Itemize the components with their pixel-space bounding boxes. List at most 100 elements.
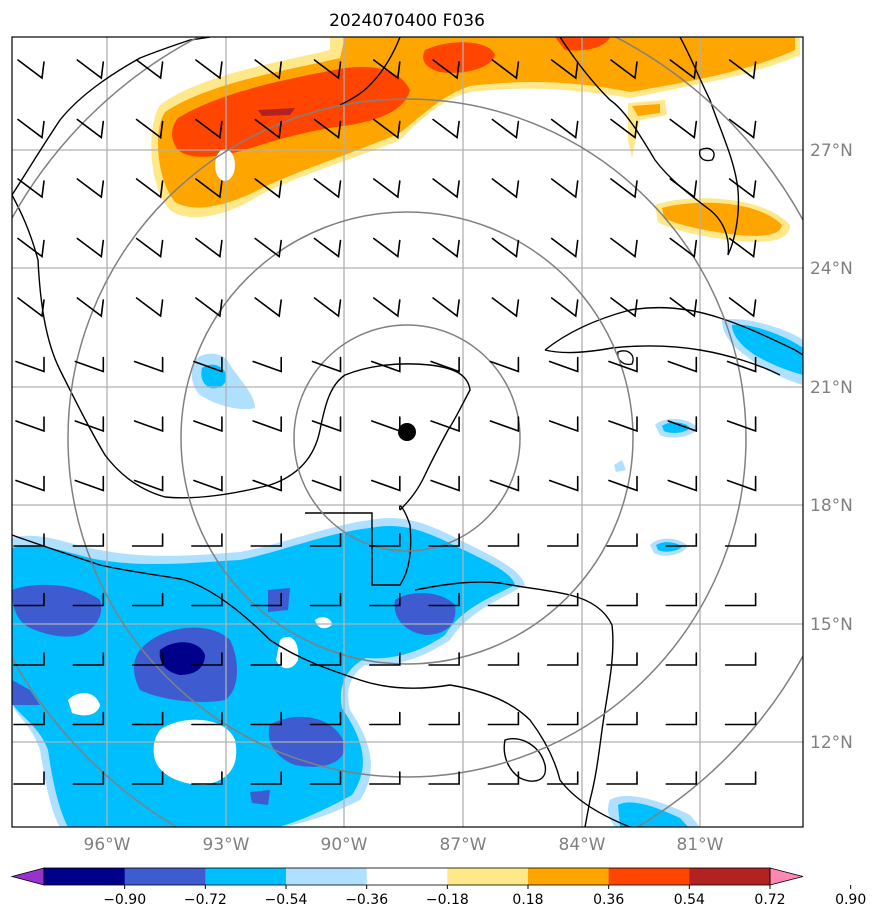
wind-barb <box>606 771 638 785</box>
wind-barb <box>17 297 45 318</box>
wind-barb <box>135 59 164 80</box>
wind-barb <box>669 237 698 258</box>
colorbar-tick-label: −0.72 <box>184 892 227 908</box>
wind-barb <box>608 356 638 373</box>
wind-barb <box>191 711 223 726</box>
colorbar-tick-label: 0.36 <box>593 892 624 908</box>
wind-barb <box>72 533 105 547</box>
wind-barb <box>195 237 223 258</box>
wind-barb <box>313 59 342 80</box>
colorbar-tick-label: −0.36 <box>345 892 388 908</box>
wind-barbs <box>13 59 757 785</box>
wind-barb <box>428 771 460 785</box>
colorbar-outline <box>43 867 771 886</box>
wind-barb <box>432 118 460 139</box>
wind-barb <box>487 652 520 666</box>
wind-barb <box>491 237 520 258</box>
range-rings <box>12 37 803 827</box>
colorbar-extend-high <box>769 867 804 886</box>
wind-barb <box>131 711 164 726</box>
wind-barb <box>726 356 757 373</box>
colorbar-bin <box>124 868 206 885</box>
wind-barb <box>491 297 520 318</box>
wind-barb <box>193 356 223 373</box>
colorbar-bin <box>286 868 368 885</box>
colorbar-bin <box>528 868 610 885</box>
wind-barb <box>131 592 164 607</box>
wind-barb <box>17 237 45 258</box>
wind-barb <box>72 652 105 666</box>
wind-barb <box>254 178 282 199</box>
wind-barb <box>13 533 45 547</box>
wind-barb <box>309 652 342 666</box>
wind-barb <box>17 59 45 80</box>
wind-barb <box>610 178 638 199</box>
wind-barb <box>665 533 698 547</box>
colorbar-extend-low <box>10 867 45 886</box>
wind-barb <box>313 178 342 199</box>
wind-barb <box>430 475 460 492</box>
wind-barb <box>254 237 282 258</box>
wind-barb <box>428 592 460 607</box>
wind-barb <box>74 475 105 492</box>
wind-barb <box>74 416 105 433</box>
wind-barb <box>432 178 460 199</box>
wind-barb <box>669 178 698 199</box>
wind-barb <box>309 711 342 726</box>
wind-barb <box>489 356 520 373</box>
figure-title: 2024070400 F036 <box>329 11 485 31</box>
wind-barb <box>550 297 579 318</box>
wind-barb <box>133 416 164 433</box>
wind-barb <box>131 652 164 666</box>
wind-barb <box>195 59 223 80</box>
wind-barb <box>76 297 105 318</box>
wind-barb <box>76 237 105 258</box>
wind-barb <box>135 178 164 199</box>
wind-barb <box>72 711 105 726</box>
wind-barb <box>369 533 401 547</box>
wind-barb <box>15 416 45 433</box>
colorbar-bin <box>689 868 771 885</box>
wind-barb <box>131 771 164 785</box>
lon-label: 96°W <box>84 835 131 855</box>
wind-barb <box>309 771 342 785</box>
lon-label: 93°W <box>203 835 250 855</box>
colorbar-tick-label: −0.18 <box>426 892 469 908</box>
wind-barb <box>491 118 520 139</box>
wind-barb <box>309 533 342 547</box>
wind-barb <box>250 711 282 726</box>
wind-barb <box>724 771 757 785</box>
wind-barb <box>252 475 282 492</box>
wind-barb <box>726 416 757 433</box>
wind-barb <box>72 592 105 607</box>
wind-barb <box>369 771 401 785</box>
wind-barb <box>191 592 223 607</box>
wind-barb <box>135 237 164 258</box>
wind-barb <box>491 59 520 80</box>
wind-barb <box>487 771 520 785</box>
wind-barb <box>606 533 638 547</box>
wind-barb <box>191 771 223 785</box>
wind-barb <box>133 356 164 373</box>
colorbar-bin <box>205 868 287 885</box>
colorbar-bin <box>366 868 448 885</box>
wind-barb <box>550 178 579 199</box>
lat-label: 18°N <box>810 496 853 516</box>
colorbar-tick-label: −0.54 <box>265 892 308 908</box>
wind-barb <box>724 652 757 666</box>
colorbar: −0.90 −0.72 −0.54 −0.36 −0.18 0.18 0.36 0.54 0.7… <box>10 867 866 908</box>
wind-barb <box>313 118 342 139</box>
map-panel <box>12 37 803 827</box>
wind-barb <box>13 652 45 666</box>
wind-barb <box>430 416 460 433</box>
colorbar-bin <box>447 868 529 885</box>
wind-barb <box>608 475 638 492</box>
longitude-labels: 96°W 93°W 90°W 87°W 84°W 81°W <box>84 835 724 855</box>
wind-barb <box>550 59 579 80</box>
wind-barb <box>665 711 698 726</box>
wind-barb <box>254 297 282 318</box>
wind-barb <box>13 711 45 726</box>
lon-label: 90°W <box>321 835 368 855</box>
wind-barb <box>610 118 638 139</box>
